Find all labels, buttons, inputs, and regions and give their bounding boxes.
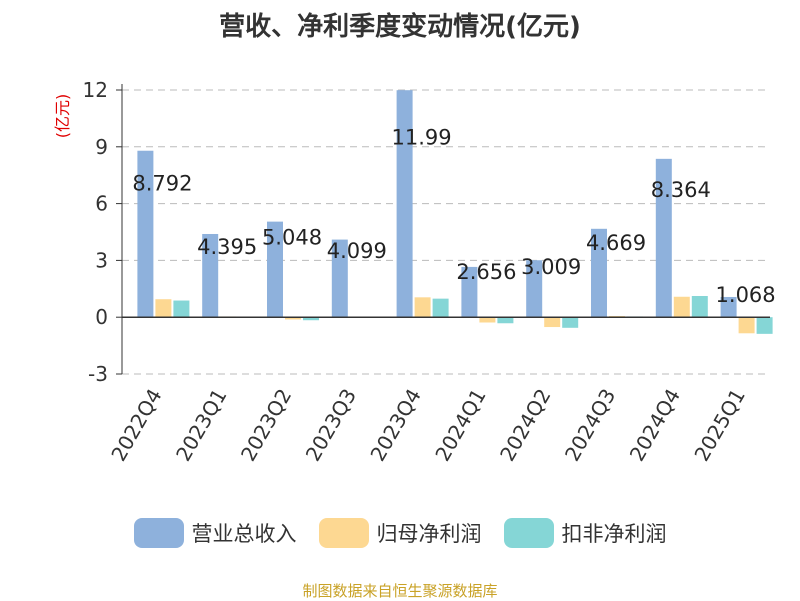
bars-layer (137, 90, 773, 334)
legend-swatch-revenue (133, 518, 184, 548)
revenue-data-label: 8.792 (132, 172, 192, 196)
deducted-profit-bar (691, 295, 708, 318)
deducted-profit-bar (303, 317, 319, 321)
y-tick-label: 9 (95, 135, 108, 159)
x-tick-label: 2022Q4 (106, 385, 166, 466)
legend-label-deducted-profit: 扣非净利润 (561, 522, 667, 546)
x-tick-label: 2024Q4 (625, 385, 685, 466)
deducted-profit-bar (756, 317, 773, 334)
x-tick-label: 2023Q3 (301, 385, 361, 466)
deducted-profit-bar (562, 317, 579, 328)
net-profit-bar (155, 299, 172, 318)
x-tick-label: 2023Q1 (171, 385, 231, 466)
revenue-data-label: 8.364 (651, 178, 711, 202)
deducted-profit-bar (432, 298, 449, 318)
y-tick-label: 0 (95, 305, 108, 329)
revenue-bar (461, 266, 478, 318)
source-note: 制图数据来自恒生聚源数据库 (302, 582, 498, 600)
revenue-bar (526, 260, 543, 318)
net-profit-bar (285, 317, 301, 320)
legend-item-deducted-profit[interactable]: 扣非净利润 (503, 518, 667, 548)
revenue-data-label: 1.068 (716, 283, 776, 307)
revenue-data-label: 2.656 (456, 260, 516, 284)
x-tick-label: 2024Q3 (560, 385, 620, 466)
legend-item-net-profit[interactable]: 归母净利润 (318, 518, 482, 548)
revenue-bar (396, 90, 413, 318)
revenue-data-label: 4.395 (197, 235, 257, 259)
revenue-bar (267, 221, 283, 318)
net-profit-bar (738, 317, 755, 334)
net-profit-bar (544, 317, 561, 328)
x-tick-label: 2024Q1 (430, 385, 490, 466)
legend-label-net-profit: 归母净利润 (376, 522, 482, 546)
x-tick-label: 2024Q2 (495, 385, 555, 466)
legend-swatch-net-profit (318, 518, 369, 548)
deducted-profit-bar (497, 317, 514, 324)
net-profit-bar (479, 317, 496, 323)
y-tick-label: 12 (83, 78, 108, 102)
revenue-data-label: 11.99 (392, 126, 452, 150)
y-tick-label: 6 (95, 192, 108, 216)
chart-legend: 营业总收入 归母净利润 扣非净利润 (0, 518, 800, 548)
revenue-data-label: 4.669 (586, 231, 646, 255)
revenue-bar (202, 233, 219, 318)
revenue-data-label: 4.099 (327, 239, 387, 263)
deducted-profit-bar (173, 300, 190, 318)
revenue-bar (137, 150, 154, 318)
revenue-bar (720, 296, 737, 318)
x-tick-label: 2023Q4 (365, 385, 425, 466)
revenue-data-label: 3.009 (521, 255, 581, 279)
x-tick-label: 2023Q2 (236, 385, 296, 466)
legend-swatch-deducted-profit (503, 518, 554, 548)
y-axis-label: (亿元) (53, 94, 72, 139)
x-tick-label: 2025Q1 (689, 385, 749, 466)
chart-title: 营收、净利季度变动情况(亿元) (219, 12, 581, 42)
revenue-bar (591, 228, 607, 318)
net-profit-bar (414, 297, 431, 318)
y-tick-label: 3 (95, 248, 108, 272)
legend-label-revenue: 营业总收入 (191, 522, 297, 546)
revenue-bar (655, 158, 672, 318)
revenue-data-label: 5.048 (262, 226, 322, 250)
revenue-bar (331, 239, 348, 318)
y-tick-label: -3 (88, 362, 108, 386)
legend-item-revenue[interactable]: 营业总收入 (133, 518, 297, 548)
net-profit-bar (673, 296, 690, 318)
